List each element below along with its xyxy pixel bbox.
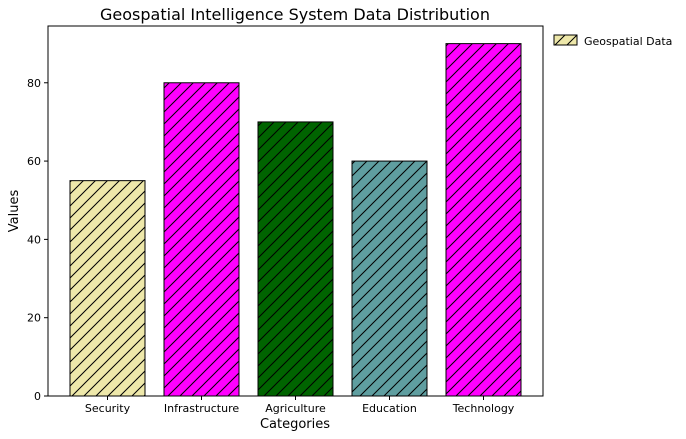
y-tick-label: 80 [27, 77, 41, 90]
x-axis: Security Infrastructure Agriculture Educati… [85, 396, 515, 415]
x-tick-label: Education [362, 402, 417, 415]
bar-hatch-agriculture [258, 121, 333, 396]
legend-swatch-hatch [554, 35, 577, 45]
legend: Geospatial Data [553, 34, 672, 48]
y-tick-label: 20 [27, 312, 41, 325]
x-tick-label: Agriculture [265, 402, 326, 415]
bar-hatch-security [70, 180, 145, 396]
chart-title: Geospatial Intelligence System Data Dist… [100, 5, 490, 24]
bar-hatch-education [352, 161, 427, 396]
bar-hatch-infrastructure [164, 82, 239, 396]
y-axis-label: Values [7, 190, 22, 233]
y-axis: 0 20 40 60 80 [27, 77, 48, 403]
x-tick-label: Infrastructure [164, 402, 240, 415]
y-tick-label: 0 [34, 390, 41, 403]
y-tick-label: 60 [27, 155, 41, 168]
x-tick-label: Technology [452, 402, 515, 415]
legend-label: Geospatial Data [584, 35, 672, 48]
bars-group [69, 43, 522, 397]
x-tick-label: Security [85, 402, 131, 415]
bar-hatch-technology [446, 43, 521, 396]
y-tick-label: 40 [27, 233, 41, 246]
x-axis-label: Categories [260, 417, 330, 432]
